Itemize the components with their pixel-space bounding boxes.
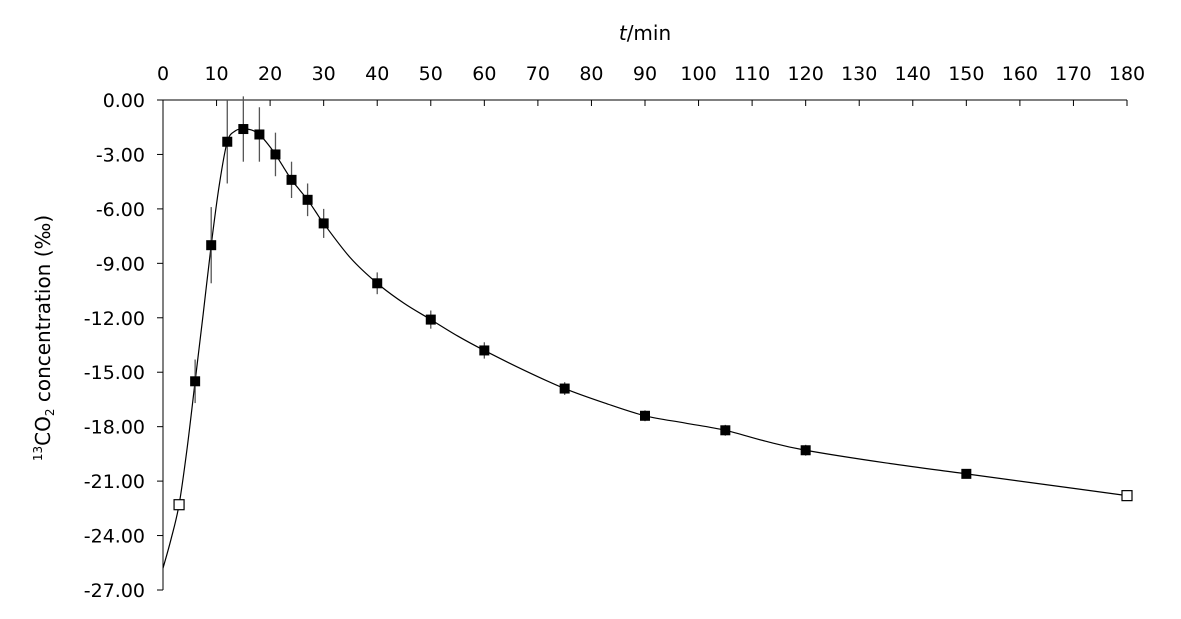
fitted-curve [162, 128, 1128, 569]
y-tick-label: -18.00 [84, 417, 145, 439]
y-axis-title: 13CO2 concentration (‰) [31, 215, 57, 461]
x-tick-label: 180 [1109, 63, 1145, 85]
x-tick-label: 140 [895, 63, 931, 85]
y-tick-label: -24.00 [84, 526, 145, 548]
y-tick-label: -15.00 [84, 362, 145, 384]
x-axis-title-unit: /min [627, 21, 671, 45]
x-tick-label: 160 [1002, 63, 1038, 85]
filled-square-marker [479, 345, 490, 356]
curve-path [162, 128, 1128, 569]
filled-square-marker [640, 410, 650, 421]
x-tick-label: 60 [472, 63, 496, 85]
x-tick-label: 110 [734, 63, 770, 85]
x-tick-label: 40 [365, 63, 389, 85]
filled-square-marker [720, 425, 731, 436]
filled-square-marker [318, 218, 329, 229]
y-tick-label: -21.00 [84, 471, 145, 493]
filled-square-marker [238, 124, 249, 135]
axes [162, 99, 1127, 590]
data-markers [173, 124, 1133, 511]
y-axis-title-superscript: 13 [31, 446, 45, 461]
x-axis-title-var: t [619, 21, 628, 45]
filled-square-marker [286, 174, 297, 185]
x-tick-label: 170 [1055, 63, 1091, 85]
filled-square-marker [222, 136, 233, 147]
filled-square-marker [270, 149, 281, 160]
y-tick-label: -6.00 [96, 199, 145, 221]
filled-square-marker [254, 129, 265, 140]
filled-square-marker [425, 314, 436, 325]
x-tick-label: 70 [526, 63, 550, 85]
x-tick-label: 100 [680, 63, 716, 85]
x-tick-label: 120 [788, 63, 824, 85]
error-bars [194, 96, 967, 479]
x-tick-label: 150 [948, 63, 984, 85]
filled-square-marker [559, 383, 570, 394]
filled-square-marker [372, 278, 383, 289]
x-tick-label: 10 [204, 63, 228, 85]
filled-square-marker [206, 240, 217, 251]
y-ticks: 0.00 -3.00 -6.00 -9.00 -12.00 -15.00 -18.00 -21… [84, 90, 163, 602]
y-tick-label: 0.00 [103, 90, 145, 112]
x-tick-label: 80 [579, 63, 603, 85]
x-tick-label: 0 [157, 63, 169, 85]
x-tick-label: 20 [258, 63, 282, 85]
filled-square-marker [961, 468, 972, 479]
x-tick-label: 50 [419, 63, 443, 85]
y-axis-title-subscript: 2 [43, 409, 57, 417]
open-square-marker [1121, 490, 1133, 502]
y-axis-title-main: CO [31, 416, 55, 446]
x-axis-title: t/min [619, 21, 671, 45]
y-tick-label: -3.00 [96, 144, 145, 166]
x-tick-label: 30 [312, 63, 336, 85]
x-ticks: 0 10 20 30 40 50 60 70 80 90 100 110 120 130 140 150 160… [157, 63, 1145, 106]
x-tick-label: 130 [841, 63, 877, 85]
filled-square-marker [800, 445, 811, 456]
y-tick-label: -27.00 [84, 580, 145, 602]
x-tick-label: 90 [633, 63, 657, 85]
y-tick-label: -12.00 [84, 308, 145, 330]
y-axis-title-rest: concentration (‰) [31, 215, 55, 409]
filled-square-marker [190, 376, 201, 387]
filled-square-marker [302, 194, 313, 205]
y-tick-label: -9.00 [96, 253, 145, 275]
open-square-marker [173, 499, 185, 511]
